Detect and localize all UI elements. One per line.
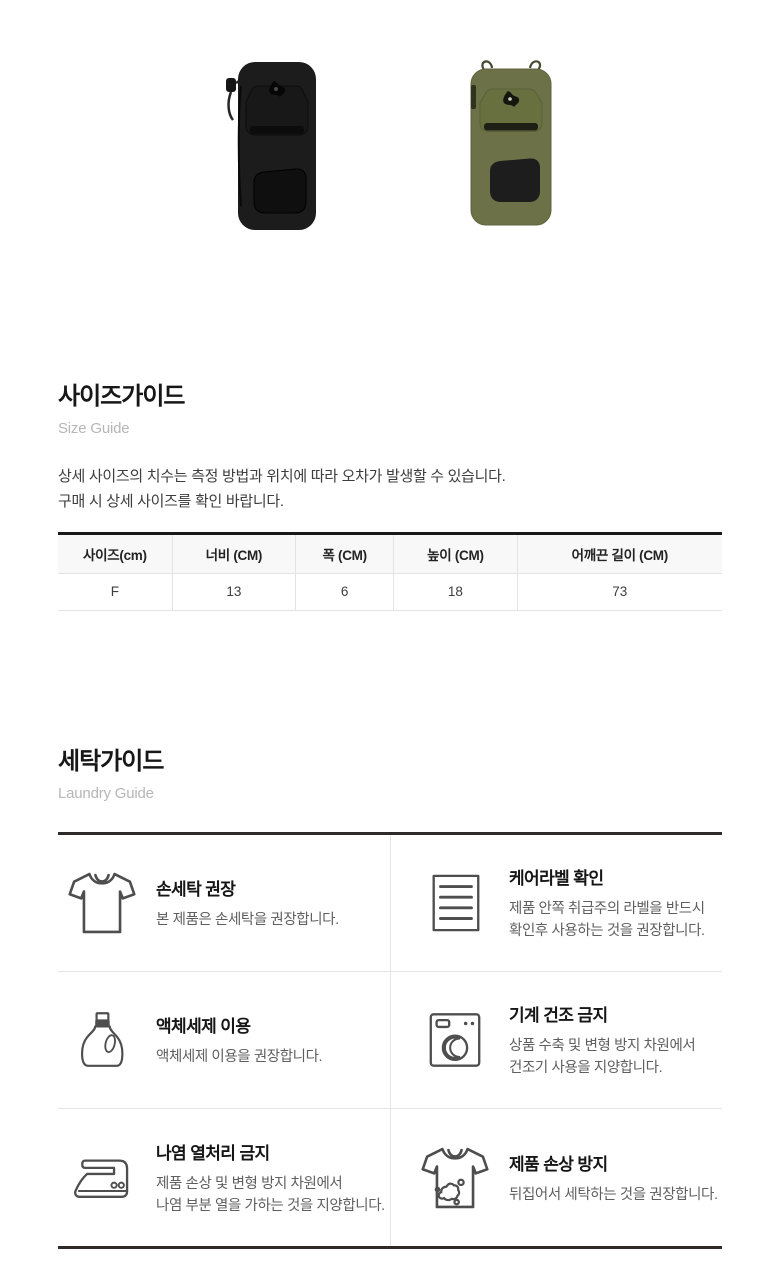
care-item-wash-inside-out: 제품 손상 방지 뒤집어서 세탁하는 것을 권장합니다. — [390, 1109, 722, 1247]
care-item-title: 손세탁 권장 — [156, 880, 236, 900]
size-table-header: 사이즈(cm) — [58, 533, 173, 574]
size-table-header: 너비 (CM) — [171, 533, 296, 574]
size-table-cell: 13 — [171, 573, 296, 611]
size-table-cell: 18 — [393, 573, 518, 611]
laundry-guide-title: 세탁가이드 — [58, 747, 164, 775]
cord-loop-icon — [528, 60, 542, 71]
detergent-bottle-icon — [80, 1012, 124, 1068]
product-image-olive-pouch — [470, 60, 552, 226]
care-item-description: 제품 안쪽 취급주의 라벨을 반드시 확인후 사용하는 것을 권장합니다. — [509, 901, 705, 940]
iron-icon — [74, 1159, 129, 1198]
care-label-icon — [432, 874, 480, 932]
product-image-strip — [0, 0, 780, 234]
care-item-no-heat-print: 나염 열처리 금지 제품 손상 및 변형 방지 차원에서 나염 부분 열을 가하… — [58, 1109, 390, 1246]
size-guide-section: 사이즈가이드 Size Guide 상세 사이즈의 치수는 측정 방법과 위치에… — [58, 384, 722, 611]
care-item-description: 제품 손상 및 변형 방지 차원에서 나염 부분 열을 가하는 것을 지양합니다… — [156, 1175, 385, 1214]
size-table-cell: 6 — [295, 573, 394, 611]
care-item-title: 액체세제 이용 — [156, 1017, 251, 1037]
care-item-title: 나염 열처리 금지 — [156, 1143, 270, 1163]
size-table-cell: 73 — [516, 573, 722, 611]
care-item-liquid-detergent: 액체세제 이용 액체세제 이용을 권장합니다. — [58, 972, 390, 1110]
care-item-title: 기계 건조 금지 — [509, 1006, 608, 1026]
care-item-title: 제품 손상 방지 — [509, 1154, 608, 1174]
inside-out-tshirt-icon — [421, 1147, 489, 1208]
care-item-hand-wash: 손세탁 권장 본 제품은 손세탁을 권장합니다. — [58, 835, 390, 973]
care-item-description: 본 제품은 손세탁을 권장합니다. — [156, 912, 339, 929]
laundry-guide-section: 세탁가이드 Laundry Guide 손세탁 권장 본 제품은 손세탁을 권장… — [58, 747, 722, 1250]
product-image-black-pouch — [226, 62, 316, 230]
tshirt-icon — [68, 872, 136, 934]
size-table-cell: F — [58, 573, 173, 611]
zipper-pull-icon — [226, 78, 236, 92]
care-item-description: 액체세제 이용을 권장합니다. — [156, 1049, 323, 1066]
care-item-care-label: 케어라벨 확인 제품 안쪽 취급주의 라벨을 반드시 확인후 사용하는 것을 권… — [390, 835, 722, 973]
cord-loop-icon — [481, 60, 494, 71]
care-item-title: 케어라벨 확인 — [509, 869, 604, 889]
size-table-header: 어깨끈 길이 (CM) — [516, 533, 722, 574]
size-table-header-row: 사이즈(cm) 너비 (CM) 폭 (CM) 높이 (CM) 어깨끈 길이 (C… — [58, 533, 722, 574]
care-item-description: 상품 수축 및 변형 방지 차원에서 건조기 사용을 지양합니다. — [509, 1038, 696, 1077]
size-guide-description: 상세 사이즈의 치수는 측정 방법과 위치에 따라 오차가 발생할 수 있습니다… — [58, 468, 506, 511]
laundry-guide-subtitle: Laundry Guide — [58, 785, 154, 803]
size-table-header: 높이 (CM) — [393, 533, 518, 574]
washing-machine-icon — [429, 1013, 481, 1067]
size-guide-subtitle: Size Guide — [58, 420, 130, 438]
size-guide-title: 사이즈가이드 — [58, 383, 185, 410]
laundry-care-grid: 손세탁 권장 본 제품은 손세탁을 권장합니다. 케어라벨 확인 — [58, 832, 722, 1250]
size-table: 사이즈(cm) 너비 (CM) 폭 (CM) 높이 (CM) 어깨끈 길이 (C… — [58, 531, 722, 611]
care-item-no-machine-dry: 기계 건조 금지 상품 수축 및 변형 방지 차원에서 건조기 사용을 지양합니… — [390, 972, 722, 1110]
size-table-header: 폭 (CM) — [295, 533, 394, 574]
size-table-row: F 13 6 18 73 — [58, 573, 722, 611]
care-item-description: 뒤집어서 세탁하는 것을 권장합니다. — [509, 1186, 718, 1203]
